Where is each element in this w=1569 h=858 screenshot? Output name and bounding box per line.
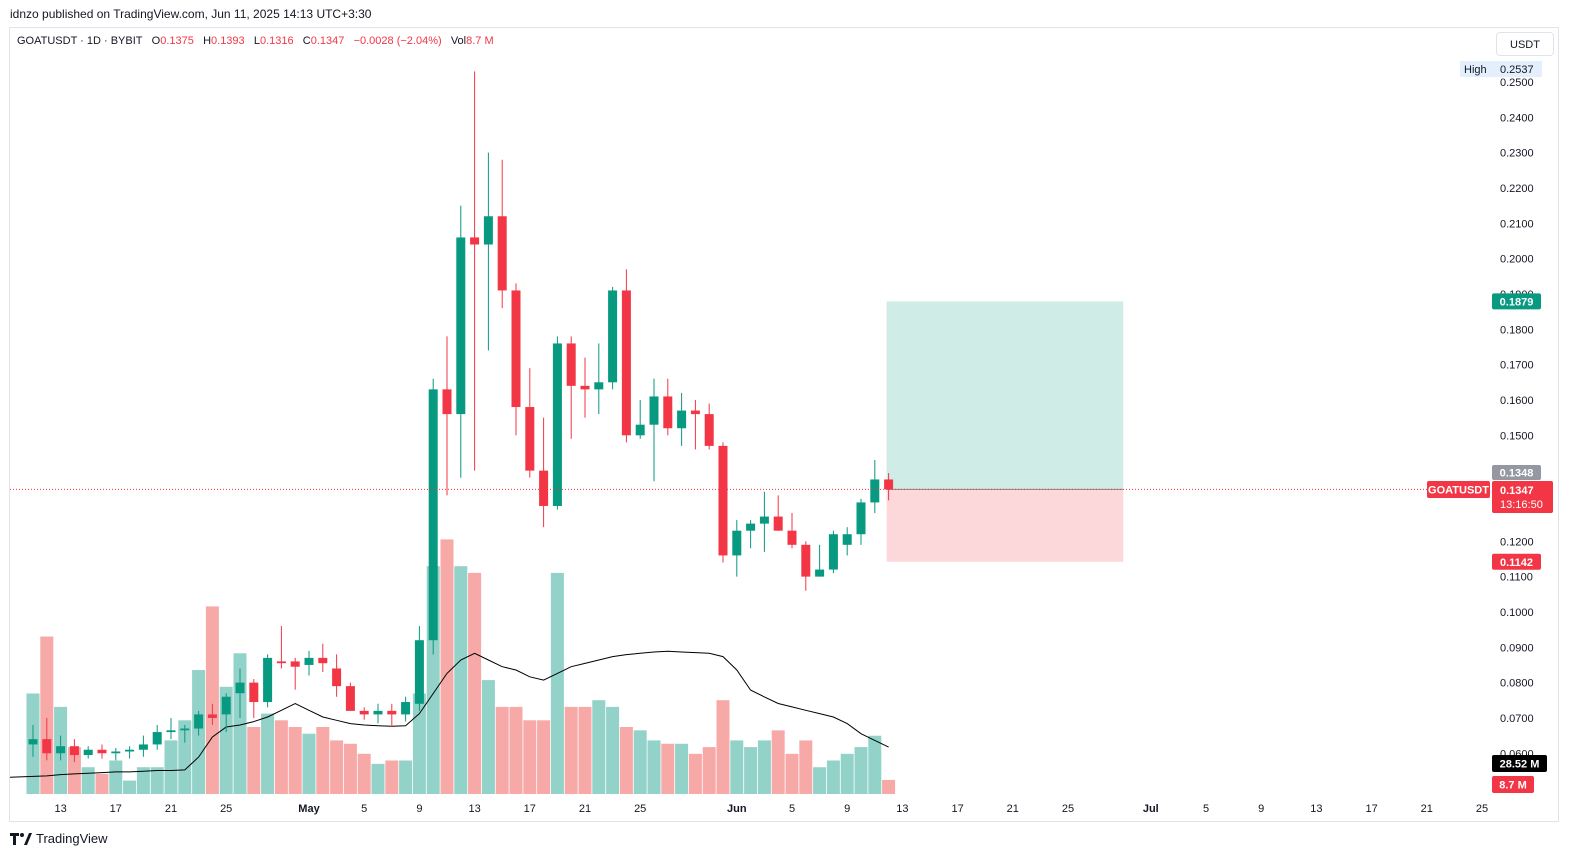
legend-low-label: L: [253, 35, 260, 47]
legend-volume-label: Vol: [450, 35, 467, 47]
chart-frame: [9, 27, 1559, 822]
legend-high-label: H: [203, 35, 212, 47]
footer-brand: TradingView: [36, 831, 108, 846]
tradingview-logo[interactable]: TradingView: [10, 831, 108, 846]
currency-button[interactable]: USDT: [1496, 32, 1554, 56]
legend-symbol[interactable]: GOATUSDT · 1D · BYBIT: [17, 35, 143, 47]
legend-volume-value: 8.7 M: [466, 35, 494, 47]
publish-line: idnzo published on TradingView.com, Jun …: [10, 7, 372, 21]
legend-close-label: C: [302, 35, 311, 47]
legend-close-value: 0.1347: [310, 35, 345, 47]
legend-change: −0.0028 (−2.04%): [353, 35, 442, 47]
legend-open-value: 0.1375: [160, 35, 194, 47]
legend-open-label: O: [151, 35, 161, 47]
tradingview-icon: [10, 832, 32, 845]
symbol-legend: GOATUSDT · 1D · BYBIT O0.1375 H0.1393 L0…: [17, 35, 494, 47]
legend-low-value: 0.1316: [259, 35, 294, 47]
legend-high-value: 0.1393: [211, 35, 245, 47]
